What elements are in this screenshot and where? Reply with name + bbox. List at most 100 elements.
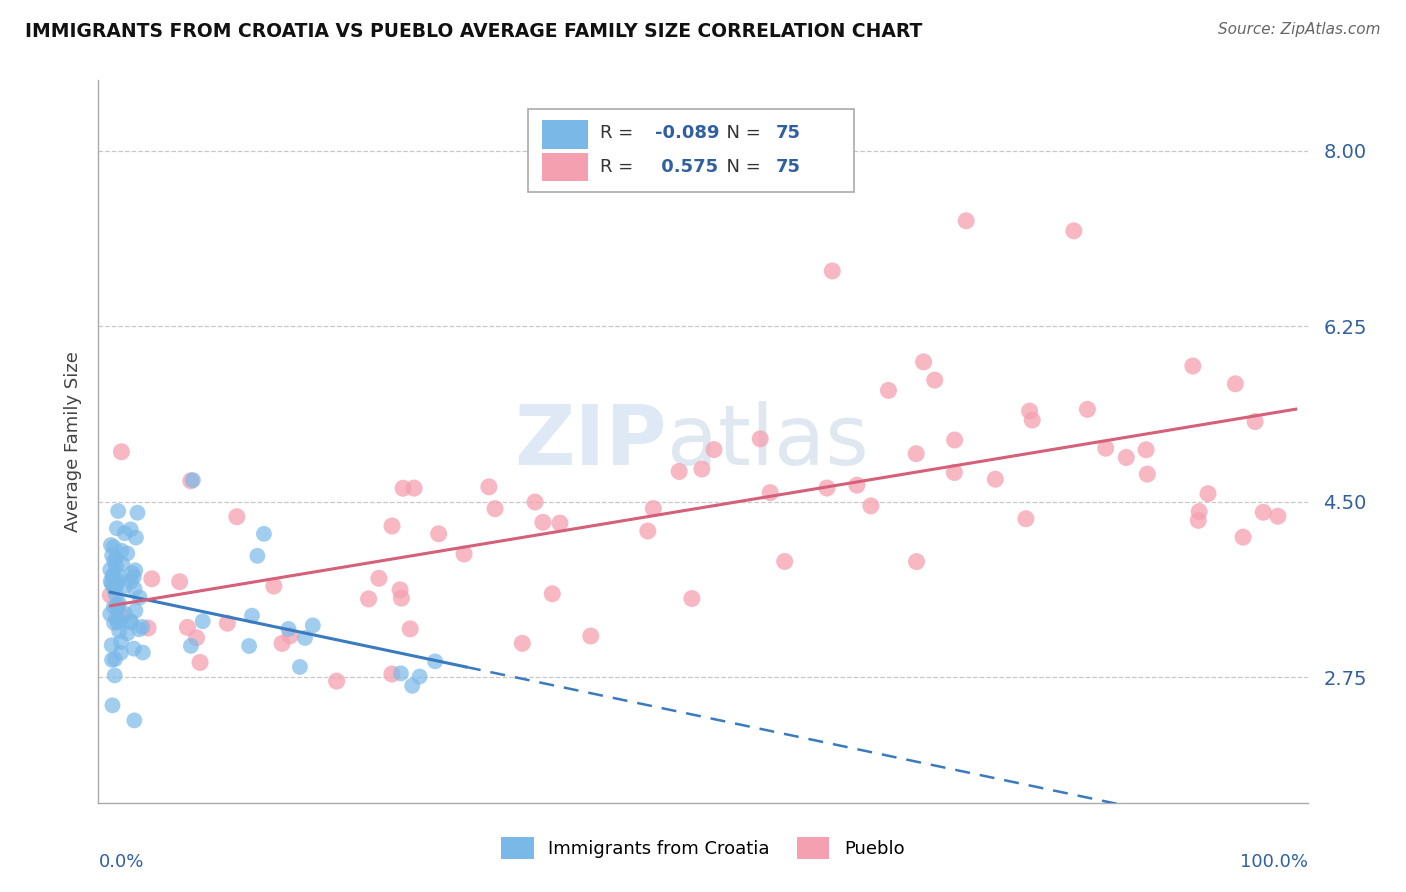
Point (120, 615, 142, 629)
Point (188, 656, 211, 670)
Point (423, 654, 446, 668)
Text: N =: N = (716, 124, 766, 142)
Point (246, 549, 269, 563)
Point (531, 516, 554, 530)
Point (107, 601, 129, 615)
Point (103, 554, 125, 568)
Point (120, 574, 142, 589)
Point (105, 579, 128, 593)
Point (579, 629, 602, 643)
Point (357, 591, 380, 606)
Point (1251, 505, 1274, 519)
Text: R =: R = (600, 124, 640, 142)
Point (114, 579, 136, 593)
Point (815, 481, 838, 495)
Point (108, 596, 131, 610)
Point (100, 576, 122, 591)
Text: 75: 75 (776, 158, 800, 176)
Point (107, 574, 129, 588)
Point (924, 373, 946, 387)
Point (105, 611, 128, 625)
Point (1115, 450, 1137, 465)
Point (703, 442, 725, 457)
Point (367, 571, 389, 585)
Point (912, 355, 935, 369)
Point (955, 213, 977, 227)
Point (107, 615, 129, 630)
Point (404, 481, 426, 495)
Point (821, 264, 844, 278)
Point (120, 522, 142, 536)
Point (1181, 359, 1204, 373)
Point (101, 549, 124, 563)
Text: IMMIGRANTS FROM CROATIA VS PUEBLO AVERAGE FAMILY SIZE CORRELATION CHART: IMMIGRANTS FROM CROATIA VS PUEBLO AVERAG… (25, 22, 922, 41)
Point (524, 495, 547, 509)
Point (127, 506, 149, 520)
Point (98, 607, 121, 621)
Point (110, 635, 132, 649)
Point (943, 466, 966, 480)
Point (191, 614, 214, 628)
Point (100, 574, 122, 589)
Point (103, 540, 125, 554)
Point (668, 465, 690, 479)
Point (905, 555, 928, 569)
Legend: Immigrants from Croatia, Pueblo: Immigrants from Croatia, Pueblo (495, 830, 911, 866)
Point (98, 563, 121, 577)
Point (101, 698, 124, 713)
Point (1021, 413, 1043, 427)
FancyBboxPatch shape (527, 109, 855, 193)
Point (100, 638, 122, 652)
Point (859, 499, 882, 513)
Point (122, 641, 145, 656)
Y-axis label: Average Family Size: Average Family Size (63, 351, 82, 532)
Point (107, 504, 129, 518)
Point (136, 621, 159, 635)
Point (104, 652, 127, 666)
Point (104, 588, 127, 602)
Point (110, 444, 132, 458)
Point (541, 587, 564, 601)
Point (238, 639, 260, 653)
Text: 75: 75 (776, 124, 800, 142)
Point (1135, 442, 1157, 457)
Point (1094, 441, 1116, 455)
Point (749, 432, 772, 446)
Point (176, 620, 198, 634)
Point (132, 646, 155, 660)
Text: Source: ZipAtlas.com: Source: ZipAtlas.com (1218, 22, 1381, 37)
Point (1232, 530, 1254, 544)
Point (773, 554, 796, 568)
Point (124, 604, 146, 618)
Point (1197, 486, 1219, 500)
Point (277, 622, 299, 636)
Point (117, 626, 139, 640)
Point (217, 616, 239, 631)
Point (180, 639, 202, 653)
Point (253, 527, 276, 541)
Point (101, 653, 124, 667)
Text: 0.0%: 0.0% (98, 854, 143, 871)
Point (121, 566, 143, 580)
Point (263, 579, 285, 593)
Point (169, 574, 191, 589)
FancyBboxPatch shape (543, 120, 588, 149)
Point (1188, 505, 1211, 519)
Point (107, 568, 129, 582)
Point (1136, 467, 1159, 482)
Point (278, 629, 301, 643)
Point (681, 591, 703, 606)
Text: R =: R = (600, 158, 640, 176)
Point (877, 384, 900, 398)
Point (1267, 509, 1289, 524)
Point (110, 607, 132, 622)
Point (103, 579, 125, 593)
Point (1244, 415, 1267, 429)
Point (510, 636, 533, 650)
Point (181, 473, 204, 487)
Point (389, 582, 412, 597)
Point (271, 636, 294, 650)
Text: -0.089: -0.089 (655, 124, 718, 142)
Point (1015, 512, 1038, 526)
Point (98, 588, 121, 602)
